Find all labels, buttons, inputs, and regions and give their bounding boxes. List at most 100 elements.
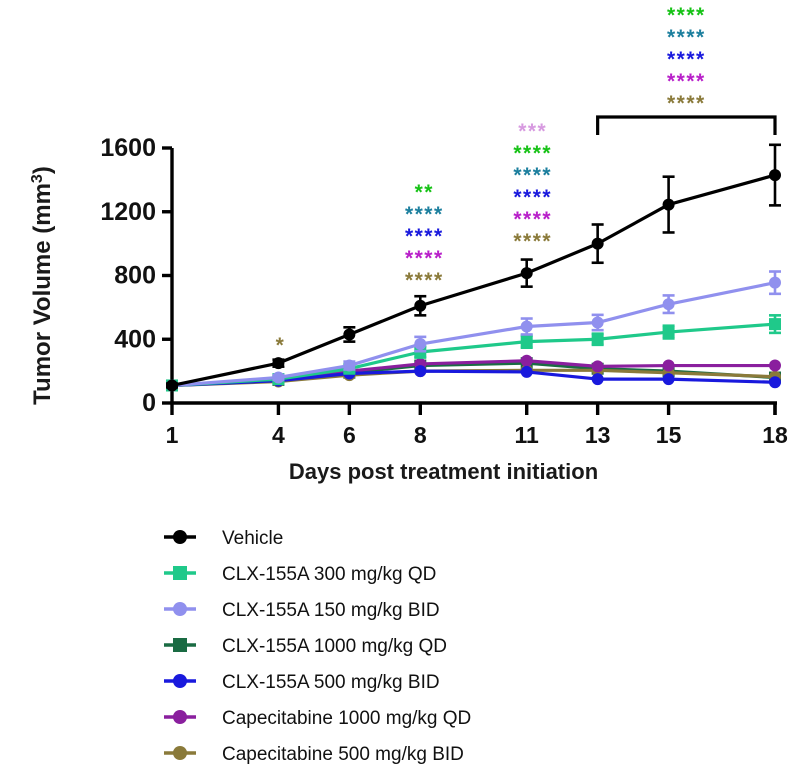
significance-bracket [596,115,777,135]
x-tick-label: 13 [585,422,611,448]
data-point-marker [414,299,427,312]
day4-sig: * [276,334,286,357]
x-tick-label: 1 [166,422,179,448]
y-axis-title: Tumor Volume (mm3) [29,166,57,405]
data-point-marker [662,198,675,211]
data-point-marker [591,316,604,329]
data-point-marker [520,365,533,378]
data-point-marker [520,335,533,348]
legend-square-marker [173,638,187,652]
legend-circle-marker [173,530,187,544]
significance-marks: **** [667,70,706,93]
data-point-marker [769,276,781,289]
data-point-marker [591,237,604,250]
legend-square-marker [173,566,187,580]
significance-marks: **** [513,208,552,231]
legend-label: CLX-155A 500 mg/kg BID [222,672,440,693]
data-point-marker [662,298,675,311]
legend-label: Capecitabine 500 mg/kg BID [222,744,464,765]
legend-circle-marker [173,602,187,616]
x-tick-label: 6 [343,422,356,448]
significance-marks: *** [518,120,547,143]
y-tick-label: 1600 [100,134,156,162]
x-tick-label: 15 [656,422,682,448]
legend-circle-marker [173,710,187,724]
y-axis-title-base: Tumor Volume (mm [29,183,56,405]
data-point-marker [166,379,178,392]
legend-item-vehicle[interactable]: Vehicle [164,528,283,549]
x-tick-label: 8 [414,422,427,448]
data-point-marker [662,359,675,372]
day11-sig: *********************** [513,120,552,253]
series-line [171,322,776,388]
data-point-marker [662,373,675,386]
significance-marks: **** [513,142,552,165]
significance-marks: **** [513,230,552,253]
data-point-marker [520,320,533,333]
chart-axes [162,146,777,415]
chart-series-group [166,143,781,392]
data-point-marker [769,169,781,182]
data-point-marker [343,359,356,372]
chart-axis-titles: Days post treatment initiation Tumor Volu… [29,166,599,484]
series-vehicle [166,143,781,392]
series-line [171,369,776,388]
chart-legend: Vehicle CLX-155A 300 mg/kg QD CLX-155A 150… [164,528,471,765]
y-tick-label: 800 [114,262,156,290]
legend-item-clx-155a-500-mg-kg-bid[interactable]: CLX-155A 500 mg/kg BID [164,672,440,693]
significance-marks: **** [405,269,444,292]
significance-marks: **** [667,92,706,115]
significance-marks: **** [405,203,444,226]
y-axis-title-superscript: 3 [29,174,46,183]
day13-18-sig: ************************ [667,0,706,115]
legend-item-clx-155a-300-mg-kg-qd[interactable]: CLX-155A 300 mg/kg QD [164,564,436,585]
data-point-marker [591,333,604,346]
significance-annotations: ****************************************… [276,0,777,357]
legend-item-capecitabine-500-mg-kg-bid[interactable]: Capecitabine 500 mg/kg BID [164,744,464,765]
y-tick-label: 0 [142,389,156,417]
significance-marks: **** [667,48,706,71]
legend-item-clx-155a-1000-mg-kg-qd[interactable]: CLX-155A 1000 mg/kg QD [164,636,447,657]
significance-marks: **** [513,186,552,209]
legend-label: CLX-155A 300 mg/kg QD [222,564,436,585]
series-line [171,173,776,388]
data-point-marker [591,360,604,373]
day8-sig: ****************** [405,181,444,292]
legend-circle-marker [173,746,187,760]
significance-marks: **** [667,4,706,27]
significance-marks: **** [667,0,706,5]
data-point-marker [769,376,781,389]
data-point-marker [272,371,285,384]
significance-marks: **** [405,225,444,248]
x-tick-label: 18 [762,422,788,448]
data-point-marker [591,373,604,386]
data-point-marker [520,354,533,367]
y-tick-label: 400 [114,325,156,353]
legend-label: CLX-155A 1000 mg/kg QD [222,636,447,657]
y-tick-label: 1200 [100,198,156,226]
legend-label: Capecitabine 1000 mg/kg QD [222,708,471,729]
data-point-marker [272,357,285,370]
significance-marks: ** [415,181,434,204]
data-point-marker [769,359,781,372]
chart-tick-labels: 0 400 800 1200 1600 1 4 6 8 11 13 15 18 [100,134,788,448]
legend-label: CLX-155A 150 mg/kg BID [222,600,440,621]
data-point-marker [769,318,781,331]
significance-marks: **** [667,26,706,49]
bracket-path [596,115,777,135]
data-point-marker [520,267,533,280]
x-tick-label: 4 [272,422,285,448]
x-tick-label: 11 [515,422,540,448]
data-point-marker [662,326,675,339]
significance-marks: **** [513,164,552,187]
significance-marks: * [276,334,286,357]
x-axis-title: Days post treatment initiation [289,459,598,484]
data-point-marker [343,328,356,341]
y-axis-title-close: ) [29,166,56,174]
legend-item-capecitabine-1000-mg-kg-qd[interactable]: Capecitabine 1000 mg/kg QD [164,708,471,729]
legend-item-clx-155a-150-mg-kg-bid[interactable]: CLX-155A 150 mg/kg BID [164,600,440,621]
legend-circle-marker [173,674,187,688]
significance-marks: **** [405,247,444,270]
